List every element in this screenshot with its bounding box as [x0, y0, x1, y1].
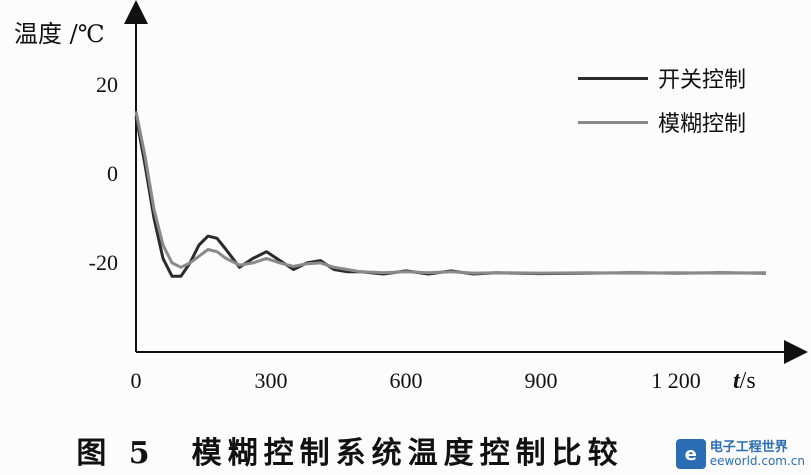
- legend-swatch-fuzzy: [578, 120, 648, 124]
- watermark-en: eeworld.com.cn: [709, 453, 805, 468]
- watermark-logo-icon: e: [675, 439, 706, 469]
- x-axis-unit: /s: [739, 368, 756, 394]
- watermark-cn: 电子工程世界: [709, 439, 788, 455]
- legend-item-switch: 开关控制: [578, 56, 746, 100]
- legend: 开关控制 模糊控制: [578, 56, 746, 144]
- y-tick-label: -20: [88, 249, 118, 275]
- watermark-text: 电子工程世界 eeworld.com.cn: [710, 441, 805, 467]
- x-axis-label: t/s: [733, 368, 756, 395]
- watermark: e 电子工程世界 eeworld.com.cn: [675, 439, 805, 469]
- x-tick-label: 1 200: [651, 368, 701, 393]
- x-axis-symbol: t: [733, 368, 740, 394]
- series-layer: [134, 111, 767, 278]
- y-tick-label: 20: [96, 71, 118, 97]
- figure-caption: 图 5 模糊控制系统温度控制比较: [76, 436, 624, 471]
- legend-item-fuzzy: 模糊控制: [578, 100, 746, 144]
- legend-label-switch: 开关控制: [658, 68, 747, 93]
- legend-label-fuzzy: 模糊控制: [658, 112, 747, 137]
- y-axis-label: 温度 /℃: [14, 20, 105, 48]
- y-tick-label: 0: [107, 160, 118, 186]
- series-line-1: [134, 111, 767, 275]
- x-tick-label: 600: [389, 368, 423, 393]
- x-tick-label: 300: [254, 368, 288, 393]
- x-tick-label: 900: [524, 368, 558, 393]
- x-tick-label: 0: [130, 368, 142, 393]
- legend-swatch-switch: [578, 76, 648, 80]
